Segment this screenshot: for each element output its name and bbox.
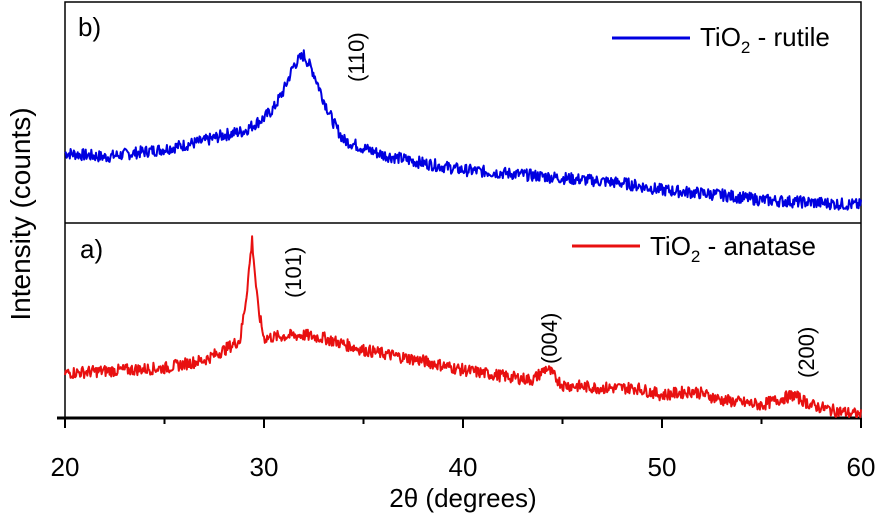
y-axis-label: Intensity (counts)	[5, 107, 36, 320]
legend-text-anatase: TiO2 - anatase	[650, 231, 816, 266]
legend-text-rutile: TiO2 - rutile	[700, 22, 830, 57]
x-ticks	[64, 418, 862, 428]
x-tick-label-50: 50	[648, 452, 677, 482]
legend-anatase: TiO2 - anatase	[572, 231, 816, 266]
plot-frame	[57, 1, 862, 420]
panel-label-b: b)	[78, 12, 101, 42]
series-line-anatase	[64, 235, 862, 418]
x-tick-label-30: 30	[250, 452, 279, 482]
annotation-101: (101)	[281, 247, 306, 298]
panel-label-a: a)	[80, 234, 103, 264]
annotation-110: (110)	[344, 32, 369, 82]
annotation-200: (200)	[794, 327, 819, 378]
plot-border	[64, 1, 862, 419]
series-line-rutile	[64, 49, 862, 211]
series-lines	[64, 49, 862, 418]
annotation-004: (004)	[537, 313, 562, 364]
x-axis-label: 2θ (degrees)	[389, 483, 536, 513]
legend-rutile: TiO2 - rutile	[612, 22, 830, 57]
x-tick-label-60: 60	[847, 452, 876, 482]
x-tick-label-40: 40	[449, 452, 478, 482]
x-tick-label-20: 20	[51, 452, 80, 482]
